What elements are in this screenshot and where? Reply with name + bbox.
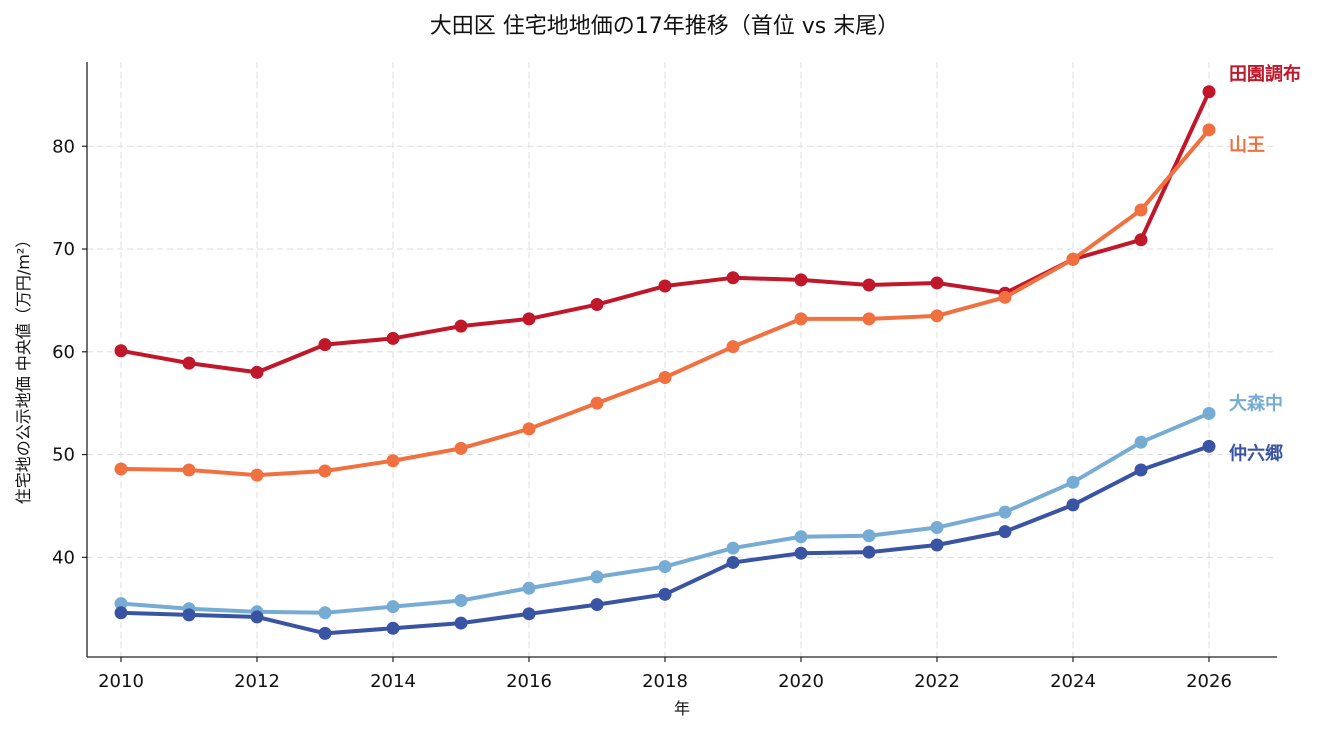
data-point [726, 555, 740, 569]
x-tick-label: 2016 [506, 671, 552, 692]
data-point [182, 608, 196, 622]
y-axis-title: 住宅地の公示地価 中央値（万円/m²） [14, 232, 33, 504]
x-tick-label: 2024 [1050, 671, 1096, 692]
data-point [454, 441, 468, 455]
data-point [386, 621, 400, 635]
data-point [318, 606, 332, 620]
y-tick-label: 60 [52, 342, 75, 363]
series-label: 田園調布 [1229, 63, 1301, 85]
data-point [182, 356, 196, 370]
data-point [590, 298, 604, 312]
data-point [318, 626, 332, 640]
data-point [658, 587, 672, 601]
data-point [386, 331, 400, 345]
data-point [930, 521, 944, 535]
data-point [1202, 123, 1216, 137]
data-point [998, 525, 1012, 539]
data-point [114, 462, 128, 476]
data-point [998, 290, 1012, 304]
data-point [386, 454, 400, 468]
series-label: 山王 [1229, 135, 1265, 156]
y-tick-label: 70 [52, 239, 75, 260]
data-point [930, 276, 944, 290]
x-tick-label: 2022 [914, 671, 960, 692]
data-point [726, 340, 740, 354]
chart-title: 大田区 住宅地地価の17年推移（首位 vs 末尾） [429, 14, 900, 39]
series-label: 大森中 [1229, 392, 1283, 414]
data-point [590, 598, 604, 612]
data-point [862, 545, 876, 559]
data-point [318, 338, 332, 352]
data-point [794, 312, 808, 326]
x-tick-label: 2014 [370, 671, 416, 692]
data-point [862, 278, 876, 292]
x-tick-label: 2012 [234, 671, 280, 692]
x-axis-title: 年 [674, 699, 690, 718]
y-tick-label: 50 [52, 445, 75, 466]
data-point [590, 396, 604, 410]
data-point [386, 600, 400, 614]
data-point [726, 541, 740, 555]
x-tick-label: 2018 [642, 671, 688, 692]
data-point [658, 279, 672, 293]
data-point [522, 422, 536, 436]
series-lines [114, 85, 1216, 640]
data-point [454, 616, 468, 630]
data-point [794, 273, 808, 287]
data-point [250, 610, 264, 624]
data-point [114, 597, 128, 611]
data-point [1134, 435, 1148, 449]
x-tick-label: 2010 [98, 671, 144, 692]
data-point [590, 570, 604, 584]
data-point [182, 463, 196, 477]
data-point [1202, 406, 1216, 420]
data-point [930, 538, 944, 552]
data-point [1134, 233, 1148, 247]
x-tick-label: 2020 [778, 671, 824, 692]
data-point [1134, 203, 1148, 217]
data-point [454, 593, 468, 607]
data-point [1202, 85, 1216, 99]
x-tick-label: 2026 [1186, 671, 1232, 692]
data-point [930, 309, 944, 323]
data-point [522, 607, 536, 621]
data-point [522, 312, 536, 326]
data-point [114, 606, 128, 620]
data-point [726, 271, 740, 285]
data-point [250, 365, 264, 379]
data-point [998, 505, 1012, 519]
series-label: 仲六郷 [1229, 442, 1283, 464]
data-point [658, 370, 672, 384]
data-point [794, 530, 808, 544]
data-point [318, 464, 332, 478]
y-tick-label: 40 [52, 547, 75, 568]
data-point [1066, 498, 1080, 512]
data-point [1134, 463, 1148, 477]
data-point [1066, 252, 1080, 266]
grid-lines [87, 62, 1277, 657]
data-point [862, 529, 876, 543]
y-tick-label: 80 [52, 136, 75, 157]
data-point [454, 319, 468, 333]
data-point [658, 560, 672, 574]
data-point [522, 581, 536, 595]
data-point [1202, 439, 1216, 453]
data-point [1066, 475, 1080, 489]
data-point [862, 312, 876, 326]
data-point [794, 546, 808, 560]
data-point [114, 344, 128, 358]
data-point [250, 468, 264, 482]
axes: 2010 2012 2014 2016 2018 2020 2022 2024 2026 40 50… [52, 62, 1277, 692]
